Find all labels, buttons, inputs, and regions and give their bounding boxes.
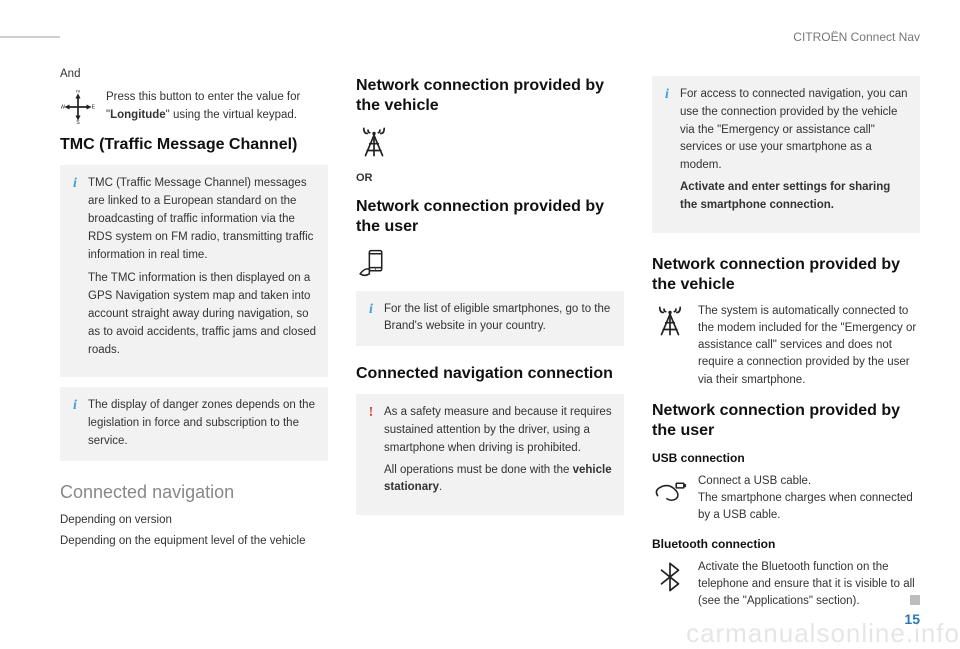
header-title: CITROËN Connect Nav [793, 30, 920, 44]
svg-text:W: W [61, 105, 65, 111]
usb-cable-icon [652, 473, 688, 509]
compass-text-bold: Longitude [110, 109, 166, 121]
usb-sub: USB connection [652, 449, 920, 467]
compass-text-post: " using the virtual keypad. [166, 109, 297, 121]
connected-nav-conn-title: Connected navigation connection [356, 364, 624, 384]
safety-warning-box: ! As a safety measure and because it req… [356, 394, 624, 515]
column-1: And N S W [60, 66, 328, 620]
info-icon: i [68, 173, 82, 195]
net-user-title: Network connection provided by the user [356, 197, 624, 237]
phone-hand-icon [356, 245, 392, 281]
antenna-icon [356, 124, 392, 160]
watermark: carmanualsonline.info [686, 618, 960, 649]
column-2: Network connection provided by the vehic… [356, 66, 624, 620]
page: CITROËN Connect Nav And [0, 0, 960, 649]
bt-row: Activate the Bluetooth function on the t… [652, 559, 920, 611]
page-indicator-square [910, 595, 920, 605]
usb-p1: Connect a USB cable. [698, 473, 920, 490]
phone-hand-row [356, 245, 624, 281]
antenna-row-2: The system is automatically connected to… [652, 303, 920, 389]
depending-version: Depending on version [60, 512, 328, 529]
usb-row: Connect a USB cable. The smartphone char… [652, 473, 920, 525]
danger-text: The display of danger zones depends on t… [88, 397, 316, 450]
warning-icon: ! [364, 402, 378, 424]
danger-info-box: i The display of danger zones depends on… [60, 387, 328, 460]
vehicle-text: The system is automatically connected to… [698, 303, 920, 389]
compass-row: N S W E Press this button to enter the v… [60, 89, 328, 125]
depending-equip: Depending on the equipment level of the … [60, 533, 328, 550]
safety-p2b: . [439, 481, 442, 493]
svg-text:N: N [76, 90, 80, 95]
net-vehicle-title: Network connection provided by the vehic… [356, 76, 624, 116]
bt-sub: Bluetooth connection [652, 535, 920, 553]
tmc-info-box: i TMC (Traffic Message Channel) messages… [60, 165, 328, 377]
bt-text: Activate the Bluetooth function on the t… [698, 559, 920, 611]
tmc-title: TMC (Traffic Message Channel) [60, 135, 328, 155]
usb-text: Connect a USB cable. The smartphone char… [698, 473, 920, 525]
tmc-p2: The TMC information is then displayed on… [88, 270, 316, 359]
connected-nav-heading: Connected navigation [60, 479, 328, 506]
info-icon: i [660, 84, 674, 106]
safety-p2: All operations must be done with the veh… [384, 462, 612, 498]
antenna-icon [652, 303, 688, 339]
compass-icon: N S W E [60, 89, 96, 125]
safety-p1: As a safety measure and because it requi… [384, 404, 612, 457]
eligible-info-box: i For the list of eligible smartphones, … [356, 291, 624, 347]
svg-text:S: S [76, 120, 80, 124]
safety-p2a: All operations must be done with the [384, 464, 573, 476]
columns: And N S W [60, 66, 920, 620]
and-label: And [60, 66, 328, 83]
net-user-title-2: Network connection provided by the user [652, 401, 920, 441]
antenna-row [356, 124, 624, 160]
info-icon: i [364, 299, 378, 321]
eligible-text: For the list of eligible smartphones, go… [384, 301, 612, 337]
column-3: i For access to connected navigation, yo… [652, 66, 920, 620]
info-icon: i [68, 395, 82, 417]
access-p1: For access to connected navigation, you … [680, 86, 908, 175]
net-vehicle-title-2: Network connection provided by the vehic… [652, 255, 920, 295]
header-divider [0, 36, 60, 38]
compass-text: Press this button to enter the value for… [106, 89, 328, 124]
bluetooth-icon [652, 559, 688, 595]
usb-p2: The smartphone charges when connected by… [698, 490, 920, 525]
tmc-p1: TMC (Traffic Message Channel) messages a… [88, 175, 316, 264]
access-info-box: i For access to connected navigation, yo… [652, 76, 920, 233]
svg-text:E: E [92, 105, 95, 111]
access-bold: Activate and enter settings for sharing … [680, 181, 890, 211]
or-label: OR [356, 170, 624, 187]
